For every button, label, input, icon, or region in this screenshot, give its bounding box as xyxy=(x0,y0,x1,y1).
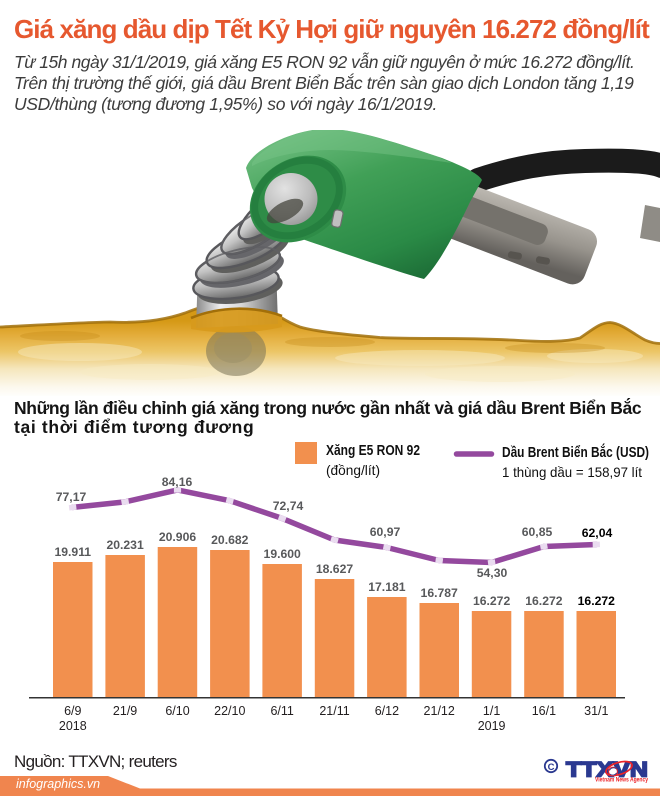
svg-text:21/12: 21/12 xyxy=(424,704,455,718)
svg-text:22/10: 22/10 xyxy=(214,704,245,718)
svg-text:19.600: 19.600 xyxy=(264,547,301,561)
svg-text:(đồng/lít): (đồng/lít) xyxy=(326,462,380,478)
svg-text:16.272: 16.272 xyxy=(473,594,510,608)
svg-text:2018: 2018 xyxy=(59,719,87,733)
svg-text:31/1: 31/1 xyxy=(584,704,608,718)
svg-text:infographics.vn: infographics.vn xyxy=(16,777,100,791)
svg-text:54,30: 54,30 xyxy=(477,566,508,580)
svg-text:2019: 2019 xyxy=(478,719,506,733)
svg-text:6/9: 6/9 xyxy=(64,704,81,718)
svg-text:62,04: 62,04 xyxy=(582,526,613,540)
svg-text:1 thùng dầu = 158,97 lít: 1 thùng dầu = 158,97 lít xyxy=(502,464,642,480)
svg-text:6/12: 6/12 xyxy=(375,704,399,718)
svg-text:20.231: 20.231 xyxy=(106,538,143,552)
svg-text:77,17: 77,17 xyxy=(56,490,87,504)
svg-text:17.181: 17.181 xyxy=(368,580,405,594)
svg-text:1/1: 1/1 xyxy=(483,704,500,718)
svg-text:21/9: 21/9 xyxy=(113,704,137,718)
svg-text:6/11: 6/11 xyxy=(270,704,293,718)
svg-text:Xăng E5 RON 92: Xăng E5 RON 92 xyxy=(326,443,420,459)
svg-text:21/11: 21/11 xyxy=(319,704,349,718)
svg-text:Vietnam News Agency: Vietnam News Agency xyxy=(595,776,648,783)
svg-text:84,16: 84,16 xyxy=(162,475,193,489)
svg-text:18.627: 18.627 xyxy=(316,562,353,576)
svg-text:Dầu Brent Biển Bắc (USD): Dầu Brent Biển Bắc (USD) xyxy=(502,443,649,461)
svg-text:16.272: 16.272 xyxy=(578,594,615,608)
svg-text:16.272: 16.272 xyxy=(525,594,562,608)
svg-text:20.906: 20.906 xyxy=(159,530,196,544)
svg-text:TTXVN: TTXVN xyxy=(566,758,648,782)
svg-text:72,74: 72,74 xyxy=(273,499,304,513)
svg-text:20.682: 20.682 xyxy=(211,533,248,547)
svg-text:C: C xyxy=(548,762,555,773)
svg-text:16/1: 16/1 xyxy=(532,704,556,718)
svg-text:19.911: 19.911 xyxy=(54,545,91,559)
svg-text:6/10: 6/10 xyxy=(165,704,189,718)
svg-text:60,97: 60,97 xyxy=(370,525,401,539)
svg-text:60,85: 60,85 xyxy=(522,525,553,539)
svg-text:16.787: 16.787 xyxy=(421,586,458,600)
